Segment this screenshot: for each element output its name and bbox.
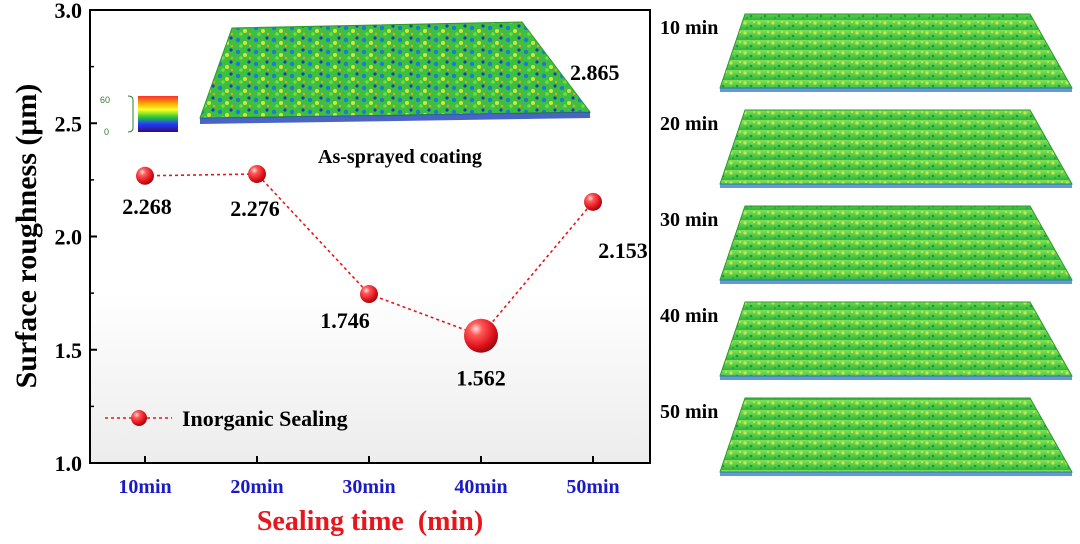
side-panel-surface <box>719 205 1073 281</box>
colorbar-max-label: 60 <box>100 95 110 105</box>
colorbar <box>138 96 178 132</box>
data-point <box>360 285 378 304</box>
side-panel-surface-edge <box>720 280 1072 284</box>
data-label: 1.746 <box>320 308 370 333</box>
x-tick-label: 10min <box>118 476 171 498</box>
side-panel-surface-edge <box>720 184 1072 188</box>
side-panel-surface-edge <box>720 88 1072 92</box>
side-panel-surface-edge <box>720 472 1072 476</box>
x-tick-label: 50min <box>566 476 619 498</box>
y-tick-label: 2.0 <box>55 225 83 250</box>
side-panel-surface <box>719 301 1073 377</box>
side-panel-surface <box>719 397 1073 473</box>
x-tick-label: 30min <box>342 476 395 498</box>
colorbar-bracket <box>127 95 134 133</box>
inset-as-sprayed: 2.865 As-sprayed coating 60 0 <box>100 21 620 168</box>
x-tick-label: 20min <box>230 476 283 498</box>
side-panel-label: 30 min <box>660 209 718 231</box>
x-tick-label: 40min <box>454 476 507 498</box>
colorbar-min-label: 0 <box>104 127 109 137</box>
as-sprayed-surface <box>199 21 591 119</box>
inset-caption: As-sprayed coating <box>318 146 482 168</box>
side-panel-surface-edge <box>720 376 1072 380</box>
y-tick-label: 2.5 <box>55 111 83 136</box>
side-panel-surface <box>719 109 1073 185</box>
y-tick-label: 3.0 <box>55 0 83 23</box>
side-panel-surface <box>719 13 1073 89</box>
side-panel-label: 10 min <box>660 17 718 39</box>
legend-label: Inorganic Sealing <box>182 406 348 431</box>
y-axis-label: Surface roughness (μm) <box>10 84 43 389</box>
data-label: 2.276 <box>230 196 280 221</box>
x-axis-label: Sealing time (min) <box>257 506 483 537</box>
x-axis-ticks: 10min 20min 30min 40min 50min <box>118 456 620 498</box>
side-panel-label: 20 min <box>660 113 718 135</box>
series-data-labels: 2.268 2.276 1.746 1.562 2.153 <box>122 194 648 391</box>
legend: Inorganic Sealing <box>105 406 348 431</box>
series-points <box>136 164 602 353</box>
as-sprayed-surface-edge <box>200 112 590 124</box>
legend-marker <box>131 410 147 426</box>
data-label: 2.153 <box>598 238 648 263</box>
data-point <box>464 318 498 353</box>
data-label: 2.268 <box>122 194 172 219</box>
data-point <box>136 166 154 185</box>
y-tick-label: 1.5 <box>55 338 83 363</box>
y-tick-label: 1.0 <box>55 451 83 476</box>
data-point <box>584 192 602 211</box>
as-sprayed-value-label: 2.865 <box>570 60 620 85</box>
side-panel-label: 40 min <box>660 305 718 327</box>
data-point <box>248 164 266 183</box>
side-panels: 10 min 20 min 30 min 40 min 50 min <box>660 13 1073 476</box>
y-axis-ticks: 1.0 1.5 2.0 2.5 3.0 <box>55 0 97 476</box>
side-panel-label: 50 min <box>660 401 718 423</box>
data-label: 1.562 <box>456 366 506 391</box>
